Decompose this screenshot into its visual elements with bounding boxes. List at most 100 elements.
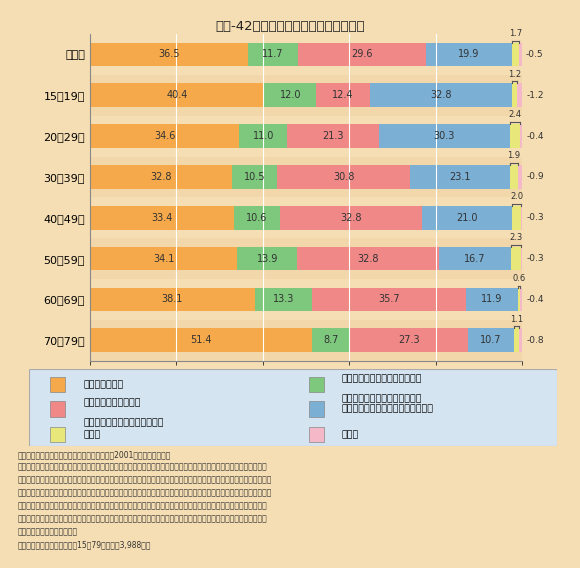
Text: 32.8: 32.8 <box>340 213 362 223</box>
Bar <box>520 124 522 148</box>
Bar <box>309 377 324 392</box>
Text: 12.4: 12.4 <box>332 90 354 101</box>
Bar <box>518 165 522 189</box>
Text: -0.8: -0.8 <box>526 336 544 345</box>
Bar <box>520 287 522 311</box>
Bar <box>90 328 312 352</box>
Text: 10.7: 10.7 <box>480 335 502 345</box>
Bar <box>519 328 522 352</box>
Text: 8.7: 8.7 <box>323 335 339 345</box>
Bar <box>316 83 370 107</box>
Text: 21.3: 21.3 <box>322 131 344 141</box>
Text: 無回答: 無回答 <box>342 430 359 439</box>
Text: 遺産を残すことは考えていない: 遺産を残すことは考えていない <box>342 394 422 403</box>
Bar <box>50 377 65 392</box>
Text: -0.3: -0.3 <box>527 214 545 222</box>
Text: 0.6: 0.6 <box>512 274 525 283</box>
Text: 残す財産がないので、: 残す財産がないので、 <box>84 398 141 407</box>
Bar <box>90 247 237 270</box>
Bar <box>370 83 512 107</box>
Text: 12.0: 12.0 <box>280 90 301 101</box>
Text: -1.2: -1.2 <box>526 91 544 100</box>
Text: 32.8: 32.8 <box>357 254 379 264</box>
Text: -0.9: -0.9 <box>526 173 544 181</box>
Bar <box>512 83 517 107</box>
Bar <box>264 83 316 107</box>
Bar <box>90 206 234 229</box>
Bar <box>466 287 518 311</box>
Bar <box>90 157 522 198</box>
Text: 遺産を残したい: 遺産を残したい <box>84 380 124 389</box>
Bar <box>90 238 522 279</box>
Bar <box>298 43 426 66</box>
Bar <box>240 124 287 148</box>
Text: 第１-42図　分かれる遺産相続の考え方: 第１-42図 分かれる遺産相続の考え方 <box>215 20 365 33</box>
Bar <box>512 43 520 66</box>
Bar <box>426 43 512 66</box>
Bar <box>439 247 511 270</box>
FancyBboxPatch shape <box>29 369 557 446</box>
Bar <box>90 165 231 189</box>
Text: 32.8: 32.8 <box>430 90 451 101</box>
Bar <box>90 83 264 107</box>
Text: 27.3: 27.3 <box>398 335 419 345</box>
Text: 1.9: 1.9 <box>508 151 521 160</box>
Bar <box>312 328 350 352</box>
Text: 11.7: 11.7 <box>262 49 284 60</box>
Bar <box>90 43 248 66</box>
Bar <box>280 206 422 229</box>
Text: 23.1: 23.1 <box>450 172 471 182</box>
Text: -0.4: -0.4 <box>526 132 544 141</box>
Text: 10.5: 10.5 <box>244 172 265 182</box>
Text: -0.4: -0.4 <box>526 295 544 304</box>
Bar <box>312 287 466 311</box>
Bar <box>309 427 324 442</box>
Bar <box>50 427 65 442</box>
Text: （備考）１．内閣府「国民生活選好度調査」（2001年）により作成。
　　　　２．「あなたは、将来、子ども等に遺産を残すについて、どのようにお考えですか。次の中か: （備考）１．内閣府「国民生活選好度調査」（2001年）により作成。 ２．「あなた… <box>17 450 272 549</box>
Bar <box>511 247 521 270</box>
Text: 34.6: 34.6 <box>154 131 175 141</box>
Text: 34.1: 34.1 <box>153 254 174 264</box>
Text: 11.0: 11.0 <box>252 131 274 141</box>
Bar <box>514 328 519 352</box>
Bar <box>517 83 522 107</box>
Text: その他: その他 <box>84 430 100 439</box>
Bar <box>237 247 298 270</box>
Text: 33.4: 33.4 <box>151 213 173 223</box>
Bar <box>50 402 65 417</box>
Bar <box>410 165 510 189</box>
Text: 1.2: 1.2 <box>508 69 521 78</box>
Text: -0.3: -0.3 <box>527 254 545 263</box>
Text: 自分の人生を楽しみたいので、: 自分の人生を楽しみたいので、 <box>342 374 422 383</box>
Text: 29.6: 29.6 <box>351 49 373 60</box>
Bar <box>518 287 520 311</box>
Bar <box>510 124 520 148</box>
Bar <box>90 320 522 361</box>
Text: 16.7: 16.7 <box>465 254 486 264</box>
Text: 1.7: 1.7 <box>509 29 523 37</box>
Text: 30.3: 30.3 <box>434 131 455 141</box>
Text: 2.0: 2.0 <box>510 192 523 201</box>
Text: 1.1: 1.1 <box>510 315 523 324</box>
Bar <box>510 165 518 189</box>
Text: 51.4: 51.4 <box>190 335 212 345</box>
Text: 38.1: 38.1 <box>161 294 183 304</box>
Text: 30.8: 30.8 <box>333 172 354 182</box>
Bar <box>521 247 523 270</box>
Text: 10.6: 10.6 <box>246 213 268 223</box>
Text: 40.4: 40.4 <box>166 90 188 101</box>
Text: 11.9: 11.9 <box>481 294 503 304</box>
Bar <box>309 402 324 417</box>
Text: -0.5: -0.5 <box>526 50 543 59</box>
Text: 35.7: 35.7 <box>378 294 400 304</box>
Text: 19.9: 19.9 <box>458 49 480 60</box>
Bar <box>287 124 379 148</box>
Text: 13.9: 13.9 <box>256 254 278 264</box>
Text: 2.4: 2.4 <box>509 110 521 119</box>
Bar <box>513 206 521 229</box>
Bar <box>90 75 522 116</box>
Text: 32.8: 32.8 <box>150 172 172 182</box>
Text: 13.3: 13.3 <box>273 294 294 304</box>
Bar <box>231 165 277 189</box>
Bar <box>234 206 280 229</box>
